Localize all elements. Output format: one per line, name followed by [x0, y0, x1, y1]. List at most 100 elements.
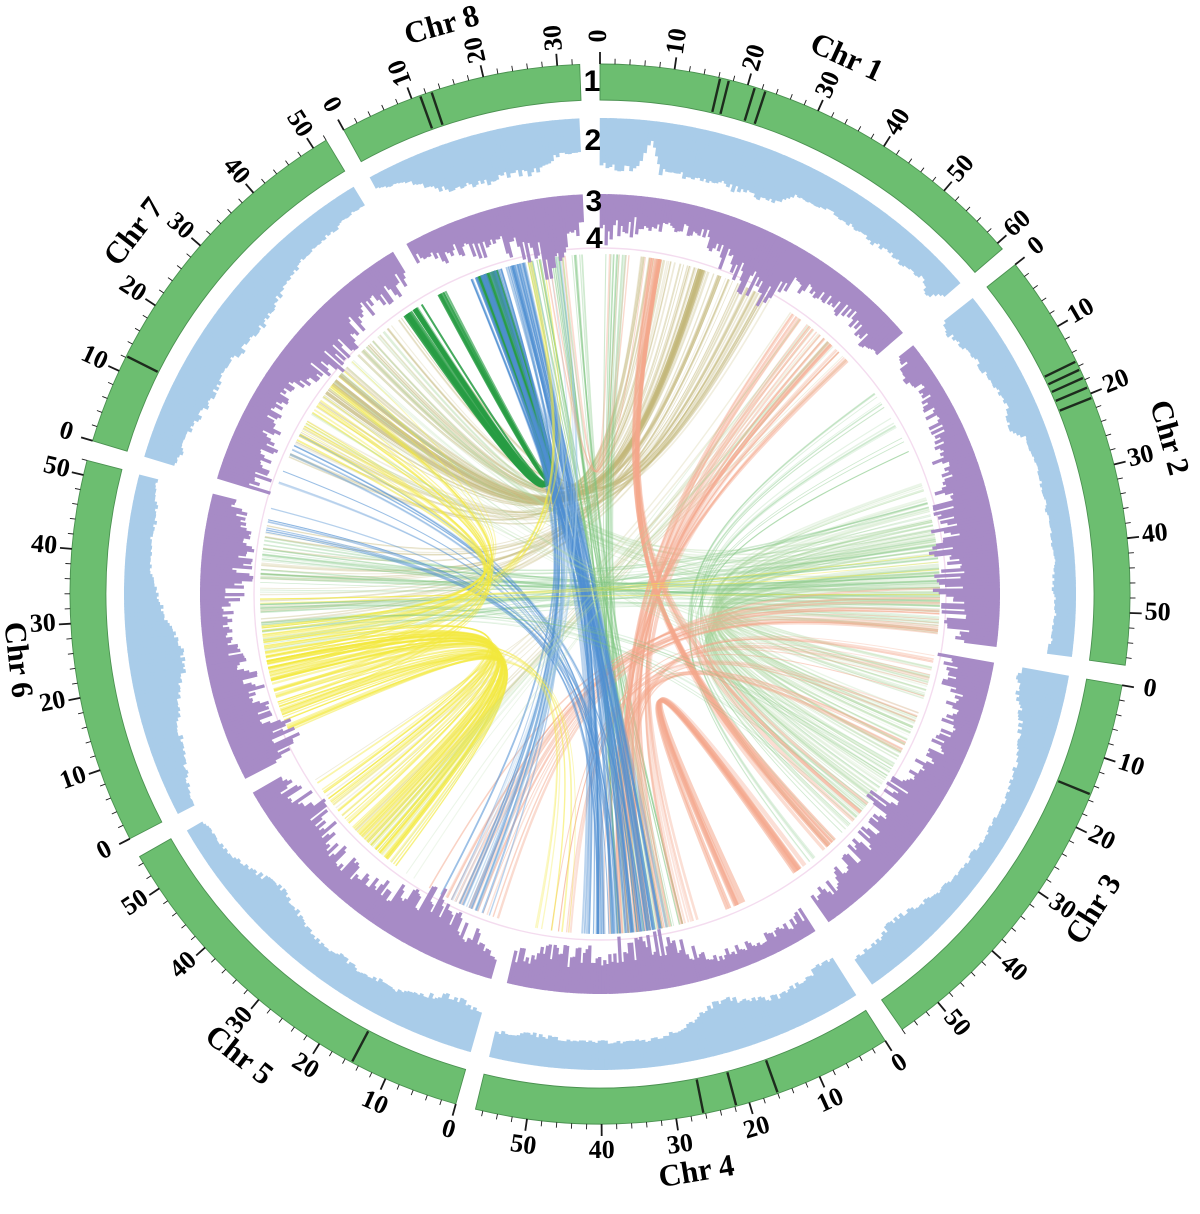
link-strand — [710, 531, 935, 785]
link-strand — [346, 366, 941, 591]
link-strand — [699, 450, 909, 825]
link-strand — [274, 644, 496, 812]
axis-ticks — [58, 458, 131, 846]
link-strand — [710, 583, 940, 795]
link-strand — [262, 619, 868, 806]
link-strand — [687, 396, 878, 858]
link-strand — [266, 527, 621, 934]
link-strand — [268, 519, 632, 933]
tick-label: 30 — [29, 608, 57, 638]
link-strand — [268, 637, 499, 833]
link-strand — [712, 486, 924, 753]
link-strand — [368, 343, 831, 845]
link-strand — [445, 616, 939, 898]
link-strand — [341, 372, 940, 606]
tick-label: 20 — [740, 1109, 773, 1144]
link-strand — [715, 561, 939, 746]
link-strand — [607, 254, 645, 932]
link-strand — [260, 280, 734, 575]
link-strand — [266, 265, 690, 550]
link-strand — [377, 335, 935, 555]
tick-label: 40 — [30, 528, 58, 559]
link-strand — [262, 376, 494, 632]
tick-label: 50 — [41, 449, 73, 483]
link-strand — [716, 540, 937, 734]
link-strand — [716, 548, 938, 729]
link-strand — [579, 254, 635, 933]
link-strand — [715, 497, 927, 719]
link-strand — [260, 604, 869, 803]
link-strand — [265, 531, 602, 935]
link-strand — [322, 396, 910, 736]
link-strand — [311, 412, 908, 740]
link-strand — [304, 424, 914, 727]
link-strand — [262, 278, 730, 562]
chromosome-band — [695, 1079, 705, 1114]
link-strand — [713, 548, 938, 768]
link-strand — [564, 254, 611, 472]
chromosome-band — [1059, 396, 1092, 412]
link-strand — [550, 654, 925, 931]
link-strand — [377, 326, 812, 852]
link-strand — [717, 573, 940, 725]
histogram-chr-3 — [810, 652, 995, 923]
tick-label: 40 — [995, 948, 1034, 987]
chromosome-arc — [69, 459, 163, 840]
link-strand — [703, 599, 940, 827]
link-strand — [474, 256, 578, 911]
link-strand — [648, 351, 840, 922]
link-strand — [380, 337, 825, 855]
chromosome-band — [430, 92, 444, 126]
tick-label: 0 — [91, 833, 116, 865]
link-strand — [569, 661, 918, 933]
link-strand — [268, 519, 635, 933]
chromosome-arc — [986, 263, 1131, 666]
link-strand — [544, 257, 647, 473]
chromosome-arc — [343, 63, 582, 163]
link-bundle-yellow — [259, 553, 941, 604]
tick-label: 10 — [660, 26, 692, 56]
link-strand — [708, 524, 934, 797]
link-strand — [268, 259, 559, 670]
link-strand — [278, 482, 621, 934]
link-strand — [717, 540, 936, 718]
link-bundle-palegreen — [304, 371, 929, 740]
link-strand — [720, 538, 936, 669]
link-strand — [413, 340, 828, 879]
link-strand — [719, 586, 940, 697]
link-strand — [716, 520, 933, 731]
link-strand — [270, 399, 492, 680]
link-strand — [269, 639, 499, 830]
link-bundle-yellow — [263, 624, 509, 867]
link-strand — [262, 533, 935, 640]
link-strand — [261, 370, 495, 632]
link-strand — [461, 609, 940, 905]
link-strand — [719, 544, 937, 697]
histogram-chr-6 — [199, 493, 301, 779]
link-strand — [704, 509, 930, 817]
link-strand — [712, 510, 930, 765]
chromosome-band — [1055, 386, 1088, 402]
tick-label: 30 — [1124, 438, 1156, 472]
link-strand — [362, 349, 936, 559]
link-strand — [567, 660, 919, 933]
track-2-histogram — [123, 117, 1077, 1071]
link-strand — [718, 572, 940, 718]
tick-label: 30 — [665, 1127, 695, 1159]
link-strand — [635, 258, 833, 845]
chromosome-chr-6: 0 10 20 30 40 50 Chr 6 — [0, 449, 163, 865]
link-strand — [365, 347, 940, 583]
link-bundle-palegreen — [367, 318, 834, 879]
link-strand — [712, 543, 937, 772]
link-strand — [701, 425, 897, 804]
link-strand — [707, 618, 939, 810]
link-strand — [715, 571, 940, 752]
link-strand — [275, 653, 558, 929]
link-strand — [260, 538, 936, 584]
link-strand — [260, 270, 707, 602]
link-strand — [372, 340, 940, 605]
link-strand — [323, 395, 928, 686]
link-strand — [713, 534, 936, 758]
